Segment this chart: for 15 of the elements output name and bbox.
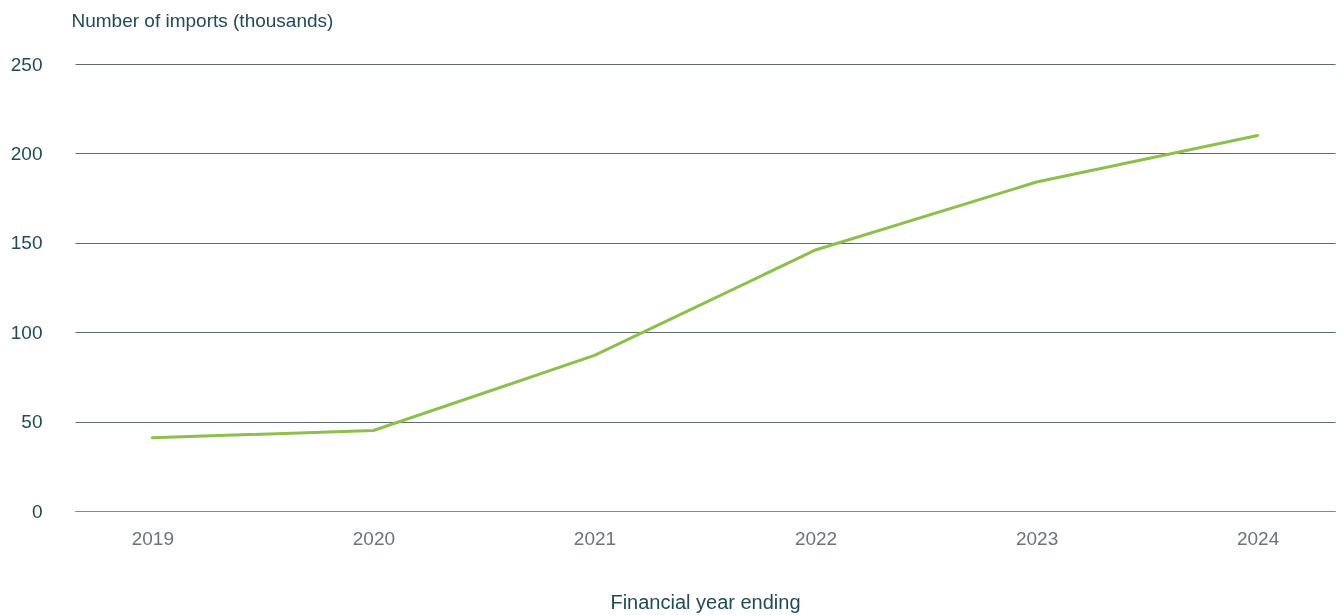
y-tick-label: 100 <box>10 321 43 343</box>
y-tick-label: 50 <box>21 411 43 433</box>
x-tick-label: 2022 <box>794 527 838 549</box>
y-tick-label: 0 <box>31 500 43 522</box>
x-tick-label: 2021 <box>573 527 617 549</box>
y-tick-label: 250 <box>10 53 43 75</box>
y-axis-title: Number of imports (thousands) <box>71 9 334 31</box>
x-axis-title: Financial year ending <box>610 590 801 613</box>
x-tick-label: 2019 <box>131 527 175 549</box>
x-tick-label: 2020 <box>352 527 396 549</box>
x-tick-label: 2023 <box>1015 527 1059 549</box>
y-tick-label: 200 <box>10 142 43 164</box>
y-tick-label: 150 <box>10 232 43 254</box>
x-tick-label: 2024 <box>1236 527 1280 549</box>
line-series <box>150 134 1260 440</box>
